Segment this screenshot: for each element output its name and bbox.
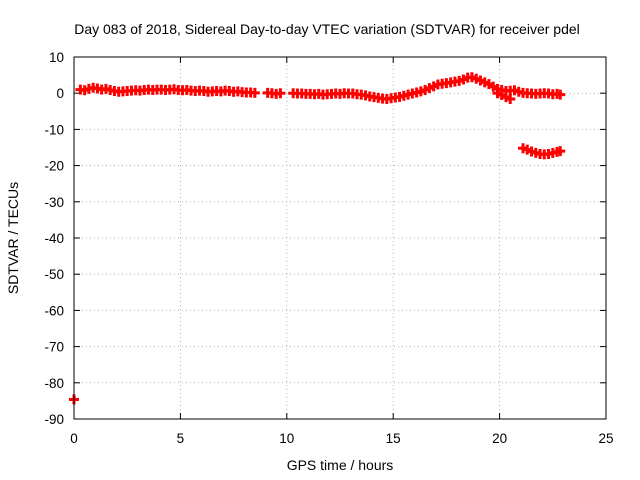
- y-tick-label: -90: [44, 412, 64, 427]
- data-points: [69, 72, 566, 405]
- axis-ticks: 10 0 -10 -20 -30 -40 -50 -60 -70 -80 -90 0 5 10 15 20 25: [44, 50, 613, 446]
- y-tick-label: -10: [44, 122, 64, 137]
- y-tick-label: -60: [44, 303, 64, 318]
- x-tick-label: 10: [279, 431, 294, 446]
- chart-title: Day 083 of 2018, Sidereal Day-to-day VTE…: [74, 21, 580, 37]
- data-point: [505, 93, 516, 104]
- data-point: [275, 88, 286, 99]
- y-tick-label: -80: [44, 376, 64, 391]
- gridlines: [74, 57, 606, 419]
- x-axis-label: GPS time / hours: [287, 457, 394, 473]
- data-point: [249, 87, 260, 98]
- x-tick-label: 5: [177, 431, 185, 446]
- y-tick-label: -20: [44, 159, 64, 174]
- x-tick-label: 20: [492, 431, 507, 446]
- y-tick-label: -70: [44, 340, 64, 355]
- plot-border: [73, 56, 607, 420]
- data-point: [555, 146, 566, 157]
- y-tick-label: 10: [49, 50, 64, 65]
- y-axis-label: SDTVAR / TECUs: [5, 182, 21, 294]
- y-tick-label: -40: [44, 231, 64, 246]
- x-tick-label: 0: [70, 431, 78, 446]
- x-tick-label: 15: [386, 431, 401, 446]
- y-tick-label: 0: [56, 86, 64, 101]
- x-tick-label: 25: [598, 431, 613, 446]
- data-point: [555, 89, 566, 100]
- y-tick-label: -50: [44, 267, 64, 282]
- y-tick-label: -30: [44, 195, 64, 210]
